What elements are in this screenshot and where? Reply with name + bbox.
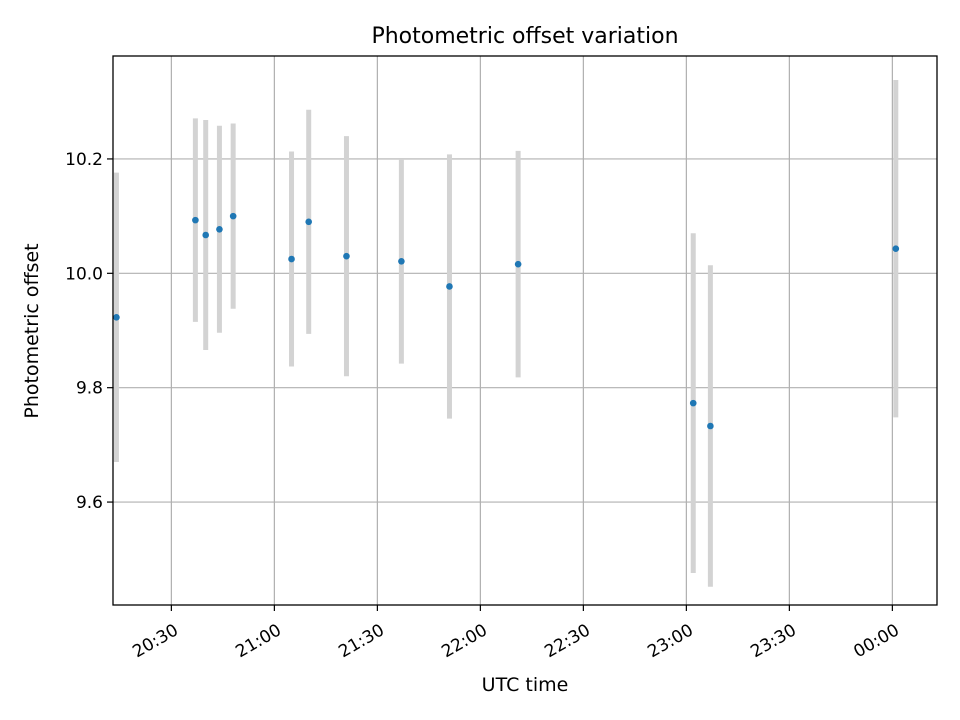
grid-lines bbox=[113, 56, 937, 605]
y-tick-label: 10.2 bbox=[65, 150, 103, 170]
data-point bbox=[446, 283, 453, 290]
data-points bbox=[113, 212, 900, 430]
x-tick-label: 23:30 bbox=[747, 620, 799, 662]
y-tick-label: 10.0 bbox=[65, 264, 103, 284]
data-point bbox=[113, 314, 120, 321]
chart-title: Photometric offset variation bbox=[371, 24, 678, 49]
data-point bbox=[288, 255, 295, 263]
data-point bbox=[192, 216, 199, 224]
x-tick-label: 00:00 bbox=[850, 620, 902, 662]
y-tick-label: 9.8 bbox=[76, 379, 103, 399]
data-point bbox=[343, 252, 350, 260]
data-point bbox=[229, 212, 237, 220]
x-tick-label: 21:00 bbox=[232, 620, 284, 662]
x-tick-label: 22:00 bbox=[438, 620, 490, 662]
data-point bbox=[216, 225, 223, 233]
y-axis-label: Photometric offset bbox=[21, 243, 43, 418]
x-axis-label: UTC time bbox=[482, 674, 569, 696]
data-point bbox=[514, 260, 522, 268]
data-point bbox=[689, 399, 697, 407]
data-point bbox=[398, 258, 405, 265]
x-tick-label: 21:30 bbox=[335, 620, 387, 662]
x-tick-label: 22:30 bbox=[541, 620, 593, 662]
data-point bbox=[892, 245, 900, 253]
x-tick-label: 23:00 bbox=[644, 620, 696, 662]
error-bars bbox=[113, 80, 899, 587]
data-point bbox=[202, 231, 209, 239]
data-point bbox=[707, 422, 714, 430]
x-axis-ticks: 20:30 21:00 21:30 22:00 22:30 23:00 23:30 00:00 bbox=[129, 605, 903, 662]
x-tick-label: 20:30 bbox=[129, 620, 181, 662]
data-point bbox=[305, 218, 313, 226]
plot-frame bbox=[112, 55, 938, 606]
y-tick-label: 9.6 bbox=[76, 493, 103, 513]
y-axis-ticks: 9.6 9.8 10.0 10.2 bbox=[65, 150, 113, 513]
